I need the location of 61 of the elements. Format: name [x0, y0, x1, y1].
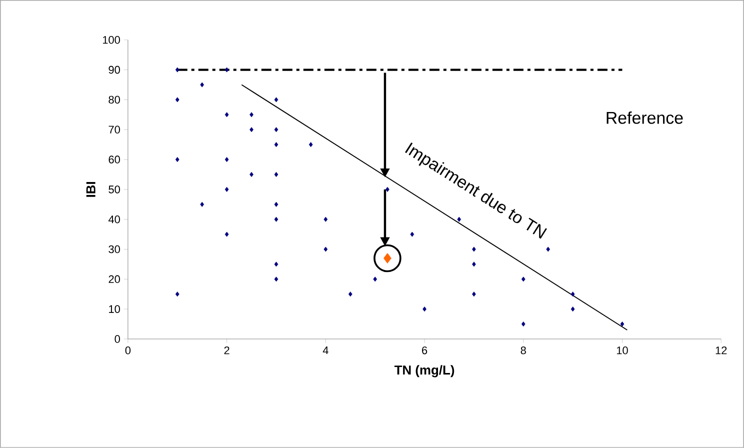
point: [620, 322, 624, 327]
y-tick-label: 30: [108, 245, 120, 254]
point: [521, 322, 526, 327]
y-tick-label: 20: [108, 275, 120, 284]
point: [224, 232, 229, 237]
point: [175, 157, 180, 162]
x-tick-label: 6: [422, 346, 428, 354]
x-tick-label: 10: [616, 346, 628, 354]
y-tick-label: 10: [109, 305, 120, 313]
point: [324, 246, 328, 252]
x-axis-title: TN (mg/L): [394, 365, 454, 378]
point: [521, 276, 526, 282]
point: [250, 172, 254, 178]
point: [274, 127, 278, 132]
y-axis-title: IBI: [86, 182, 96, 197]
point: [200, 82, 204, 88]
point: [274, 97, 278, 102]
point: [274, 216, 278, 222]
point: [570, 306, 575, 312]
x-tick-label: 12: [716, 346, 727, 354]
point: [274, 172, 278, 178]
point: [175, 292, 180, 297]
point: [457, 216, 462, 222]
point: [274, 262, 278, 267]
y-tick-label: 90: [108, 66, 120, 74]
point: [250, 127, 254, 132]
point: [274, 276, 278, 282]
point: [250, 112, 254, 118]
point: [224, 157, 229, 162]
point: [324, 216, 328, 222]
point: [472, 246, 476, 252]
y-tick-label: 0: [114, 335, 120, 343]
annotation: Reference: [606, 112, 683, 124]
point: [224, 186, 229, 192]
point: [546, 246, 550, 252]
x-tick-label: 2: [224, 346, 230, 354]
y-tick-label: 50: [108, 186, 120, 194]
point: [373, 276, 378, 282]
y-tick-label: 100: [102, 36, 120, 44]
point: [175, 97, 180, 102]
point: [274, 142, 278, 148]
point: [308, 142, 313, 148]
point: [200, 202, 204, 207]
y-tick-label: 60: [108, 156, 120, 164]
point: [175, 67, 180, 72]
x-tick-label: 4: [322, 346, 328, 354]
point: [274, 202, 278, 207]
y-tick-label: 70: [108, 126, 120, 134]
y-tick-label: 40: [108, 216, 120, 224]
point: [348, 292, 352, 297]
x-tick-label: 8: [520, 346, 526, 354]
point: [386, 186, 390, 192]
point: [224, 112, 229, 118]
point: [570, 292, 575, 297]
point: [422, 306, 426, 312]
y-tick-label: 80: [108, 96, 120, 104]
point: [472, 262, 476, 267]
x-tick-label: 0: [125, 346, 131, 354]
point: [410, 232, 414, 237]
point: [472, 292, 476, 297]
point: [224, 67, 229, 72]
